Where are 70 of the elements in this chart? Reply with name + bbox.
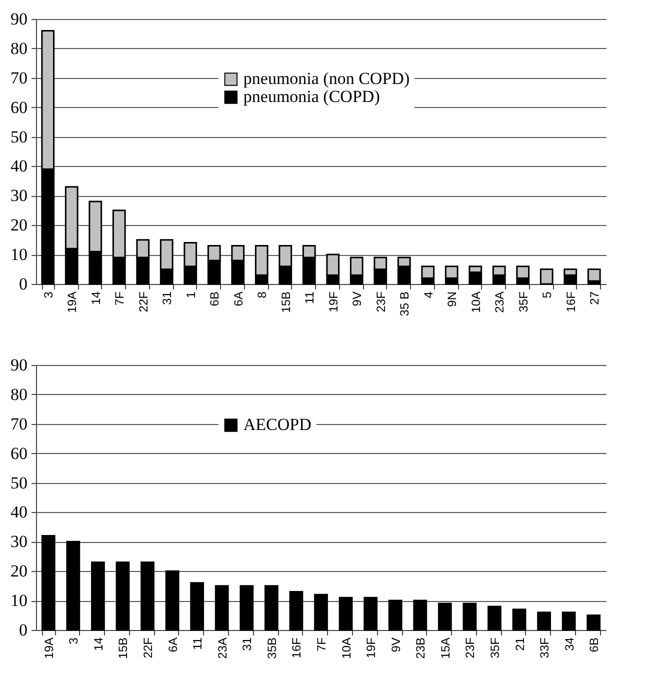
x-tick-label: 31 <box>160 291 174 305</box>
y-tick-label: 10 <box>10 245 28 264</box>
x-tick-label: 22F <box>141 638 156 658</box>
x-tick-label: 35F <box>516 292 530 312</box>
x-tick-label: 21 <box>512 637 527 651</box>
x-tick-label: 33F <box>538 638 552 658</box>
y-tick-label: 10 <box>10 591 28 610</box>
x-tick-label: 14 <box>88 291 103 305</box>
x-tick-label: 19A <box>42 638 56 659</box>
x-tick-label: 7F <box>112 292 127 306</box>
x-tick-label: 23A <box>492 292 507 313</box>
x-tick-label: 10A <box>339 638 354 659</box>
x-tick-label: 35 B <box>398 292 412 316</box>
x-tick-label: 31 <box>240 637 254 651</box>
y-tick-label: 90 <box>10 356 28 374</box>
x-tick-label: 23A <box>215 638 230 659</box>
x-tick-label: 16F <box>564 292 578 312</box>
x-tick-label: 14 <box>91 637 106 651</box>
x-tick-label: 10A <box>468 292 483 313</box>
x-tick-label: 15B <box>278 292 293 313</box>
x-tick-label: 34 <box>562 637 576 651</box>
x-tick-label: 15A <box>438 638 452 659</box>
y-tick-label: 0 <box>19 620 28 640</box>
y-tick-label: 50 <box>10 473 28 492</box>
x-tick-label: 6B <box>208 292 222 306</box>
x-tick-label: 19F <box>364 638 378 658</box>
legend-label: pneumonia (non COPD) <box>243 69 410 88</box>
y-tick-label: 70 <box>10 68 28 88</box>
x-tick-label: 3 <box>66 637 81 644</box>
y-tick-label: 20 <box>10 562 28 581</box>
y-tick-label: 0 <box>19 274 28 294</box>
x-tick-label: 27 <box>588 291 602 305</box>
x-tick-label: 23B <box>414 638 428 659</box>
legend-label: pneumonia (COPD) <box>243 87 380 106</box>
y-tick-label: 40 <box>10 156 28 176</box>
y-tick-label: 40 <box>10 502 28 522</box>
y-tick-label: 80 <box>10 38 28 58</box>
x-tick-label: 35F <box>488 638 502 658</box>
x-tick-label: 9V <box>350 292 364 306</box>
x-tick-label: 6A <box>166 638 180 652</box>
x-tick-label: 22F <box>136 292 150 312</box>
x-tick-label: 16F <box>290 638 304 658</box>
y-tick-label: 90 <box>10 10 28 28</box>
x-tick-label: 23F <box>374 292 388 312</box>
x-tick-label: 15B <box>116 638 130 659</box>
x-tick-label: 9V <box>388 638 403 652</box>
y-tick-label: 60 <box>10 444 28 463</box>
x-tick-label: 8 <box>255 291 270 298</box>
x-tick-label: 7F <box>314 638 328 652</box>
y-tick-label: 20 <box>10 216 28 235</box>
x-tick-label: 19A <box>65 292 80 313</box>
y-tick-label: 30 <box>10 532 28 552</box>
y-tick-label: 50 <box>10 127 28 146</box>
x-tick-label: 19F <box>326 292 340 312</box>
x-tick-label: 35B <box>264 638 279 659</box>
y-tick-label: 60 <box>10 98 28 117</box>
x-tick-label: 11 <box>302 291 317 304</box>
x-tick-label: 11 <box>190 637 205 650</box>
y-tick-label: 80 <box>10 384 28 404</box>
x-tick-label: 5 <box>540 291 554 298</box>
x-tick-label: 4 <box>421 291 436 298</box>
x-tick-label: 6B <box>587 638 602 652</box>
x-tick-label: 1 <box>184 291 198 298</box>
y-tick-label: 70 <box>10 414 28 434</box>
x-tick-label: 9N <box>445 292 460 307</box>
y-tick-label: 30 <box>10 186 28 206</box>
x-tick-label: 3 <box>41 291 56 298</box>
x-tick-label: 6A <box>231 292 246 306</box>
x-tick-label: 23F <box>463 638 478 658</box>
legend-label: AECOPD <box>243 415 312 434</box>
